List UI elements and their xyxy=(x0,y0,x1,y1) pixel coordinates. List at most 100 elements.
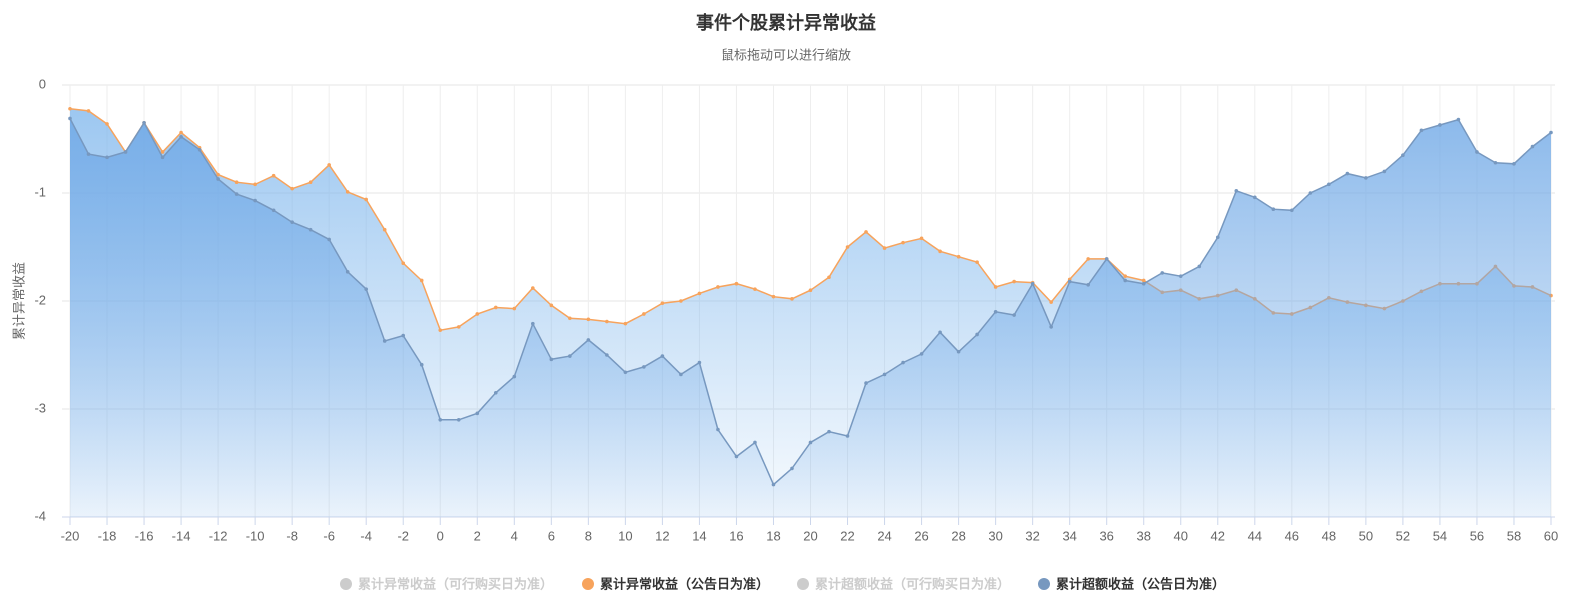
x-tick-label: 14 xyxy=(692,528,706,543)
point xyxy=(1327,182,1331,187)
chart-title: 事件个股累计异常收益 xyxy=(696,12,876,33)
x-tick-label: 26 xyxy=(914,528,928,543)
point xyxy=(1253,195,1257,200)
x-tick-label: -8 xyxy=(286,528,298,543)
point xyxy=(234,192,239,196)
point xyxy=(1493,160,1498,165)
point xyxy=(179,130,183,135)
y-tick-label: -2 xyxy=(34,292,46,307)
legend-label[interactable]: 累计超额收益（公告日为准） xyxy=(1056,576,1225,591)
point xyxy=(1271,207,1276,211)
point xyxy=(716,427,720,432)
legend-label[interactable]: 累计异常收益（公告日为准） xyxy=(600,576,769,591)
x-tick-label: 32 xyxy=(1025,528,1039,543)
point xyxy=(327,163,331,167)
x-tick-label: 58 xyxy=(1507,528,1521,543)
point xyxy=(531,321,535,326)
point xyxy=(68,116,72,121)
point xyxy=(753,440,757,445)
point xyxy=(253,182,257,187)
point xyxy=(568,354,572,358)
point xyxy=(1345,171,1350,176)
x-tick-label: 50 xyxy=(1359,528,1373,543)
point xyxy=(1067,279,1072,284)
point xyxy=(1178,274,1183,278)
point xyxy=(660,301,665,305)
point xyxy=(901,360,905,365)
legend-symbol[interactable] xyxy=(1038,578,1050,590)
point xyxy=(123,150,128,154)
point xyxy=(1456,117,1461,122)
legend-symbol[interactable] xyxy=(797,578,809,590)
point xyxy=(993,285,998,289)
y-tick-label: -1 xyxy=(34,184,46,199)
point xyxy=(105,155,109,160)
point xyxy=(456,325,461,329)
legend-label[interactable]: 累计异常收益（可行购买日为准） xyxy=(358,576,553,591)
legend-symbol[interactable] xyxy=(582,578,594,590)
point xyxy=(1419,128,1424,133)
point xyxy=(1290,208,1294,213)
point xyxy=(438,328,443,332)
point xyxy=(216,172,220,177)
x-tick-label: 48 xyxy=(1322,528,1336,543)
point xyxy=(105,122,109,126)
point xyxy=(1141,278,1146,283)
x-tick-label: 12 xyxy=(655,528,669,543)
x-tick-label: 6 xyxy=(548,528,555,543)
point xyxy=(512,374,517,379)
x-tick-label: 38 xyxy=(1136,528,1150,543)
point xyxy=(364,287,369,291)
point xyxy=(549,357,554,362)
point xyxy=(549,303,554,308)
point xyxy=(1382,169,1387,174)
point xyxy=(364,197,369,202)
point xyxy=(1438,123,1442,127)
x-tick-label: 30 xyxy=(988,528,1002,543)
point xyxy=(605,319,609,324)
x-tick-label: 54 xyxy=(1433,528,1447,543)
point xyxy=(493,391,498,395)
point xyxy=(697,360,702,365)
legend-symbol[interactable] xyxy=(340,578,352,590)
point xyxy=(864,381,868,385)
point xyxy=(716,285,720,289)
x-tick-label: 18 xyxy=(766,528,780,543)
point xyxy=(253,198,257,203)
point xyxy=(401,333,406,338)
x-tick-label: 24 xyxy=(877,528,891,543)
point xyxy=(1512,162,1516,166)
point xyxy=(882,372,887,377)
point xyxy=(308,180,313,184)
point xyxy=(938,330,942,335)
point xyxy=(1086,257,1090,261)
point xyxy=(345,270,350,274)
point xyxy=(160,155,165,160)
point xyxy=(1475,150,1479,154)
point xyxy=(845,434,850,438)
x-tick-label: -20 xyxy=(61,528,80,543)
chart-subtitle: 鼠标拖动可以进行缩放 xyxy=(721,47,851,62)
area xyxy=(70,118,1551,517)
x-tick-label: 10 xyxy=(618,528,632,543)
x-tick-label: -10 xyxy=(246,528,265,543)
point xyxy=(790,466,794,471)
point xyxy=(1530,144,1535,149)
point xyxy=(271,173,276,178)
point xyxy=(475,312,480,316)
point xyxy=(1086,283,1090,287)
point xyxy=(512,306,517,311)
point xyxy=(975,332,979,337)
point xyxy=(771,482,776,487)
x-tick-label: 4 xyxy=(511,528,518,543)
x-tick-label: -14 xyxy=(172,528,191,543)
point xyxy=(493,305,498,310)
legend-label[interactable]: 累计超额收益（可行购买日为准） xyxy=(815,576,1010,591)
point xyxy=(1104,257,1109,261)
point xyxy=(216,177,220,181)
x-tick-label: 40 xyxy=(1174,528,1188,543)
point xyxy=(679,372,683,377)
point xyxy=(586,317,591,322)
x-tick-label: -2 xyxy=(397,528,409,543)
